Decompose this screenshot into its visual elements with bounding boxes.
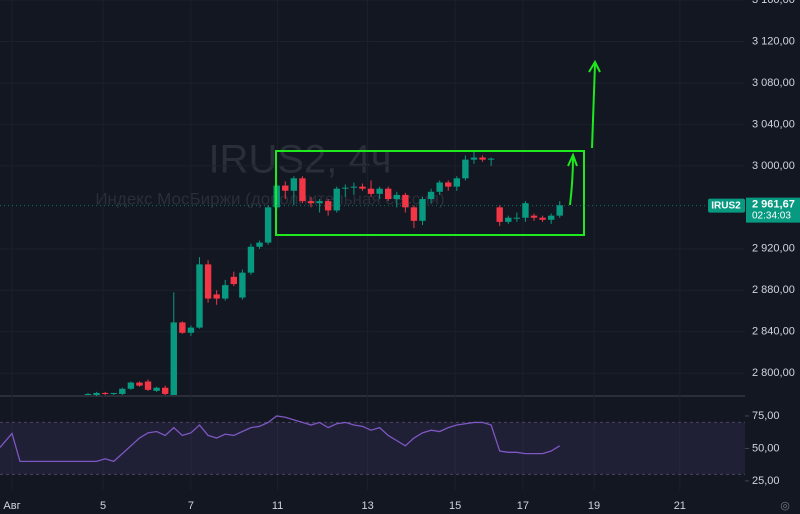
- y-tick-label: 2 880,00: [752, 284, 795, 296]
- candle-body: [419, 199, 426, 221]
- candle-body: [101, 392, 109, 394]
- candle-body: [513, 217, 521, 219]
- rsi-lead: [0, 432, 89, 463]
- candle-body: [505, 217, 512, 222]
- x-tick-label: 21: [674, 500, 686, 512]
- candle-body: [367, 188, 375, 194]
- candle-body: [196, 264, 203, 328]
- candle-body: [187, 327, 195, 333]
- countdown-label: 02:34:03: [752, 210, 791, 221]
- candle-body: [539, 217, 546, 220]
- candle-body: [127, 382, 135, 389]
- price-tag: [746, 197, 800, 223]
- candle-body: [479, 157, 486, 160]
- y-tick-label: 2 920,00: [752, 243, 795, 255]
- candle-body: [144, 381, 152, 390]
- candle-body: [547, 215, 555, 220]
- arrow-head: [567, 152, 578, 167]
- symbol-tag: [708, 198, 745, 213]
- candle-body: [427, 191, 435, 200]
- y-tick-label: 3 080,00: [752, 77, 795, 89]
- candle-body: [376, 188, 383, 194]
- x-tick-label: 11: [272, 500, 283, 512]
- candle-body: [384, 188, 392, 200]
- candle-body: [307, 201, 315, 204]
- candle-body: [153, 387, 160, 391]
- candle-body: [204, 264, 212, 299]
- candle-body: [445, 182, 452, 187]
- candle-body: [462, 159, 469, 179]
- candle-body: [342, 187, 349, 189]
- x-tick-label: 5: [100, 500, 106, 512]
- candle-body: [487, 158, 495, 160]
- candle-body: [453, 178, 461, 187]
- candle-body: [470, 157, 478, 160]
- rsi-tick-label: 25,00: [752, 475, 780, 487]
- symbol-label: IRUS2: [711, 200, 741, 211]
- x-tick-label: 17: [517, 500, 529, 512]
- arrow-short: [569, 156, 574, 206]
- y-tick-label: 3 160,00: [752, 0, 795, 6]
- candle-body: [290, 178, 298, 191]
- y-tick-label: 3 000,00: [752, 160, 795, 172]
- candle-body: [110, 392, 117, 394]
- settings-icon[interactable]: ◎: [780, 500, 790, 512]
- rsi-tick-label: 75,00: [752, 410, 780, 422]
- candle-body: [213, 294, 220, 299]
- candle-body: [522, 203, 529, 218]
- candle-body: [247, 246, 255, 273]
- rsi-line: [88, 415, 561, 463]
- candle-body: [161, 387, 169, 394]
- rsi-band: [0, 422, 745, 475]
- candle-body: [410, 207, 418, 221]
- arrow-head: [588, 59, 601, 73]
- candle-body: [239, 272, 246, 298]
- candle-body: [299, 178, 306, 202]
- candle-body: [264, 207, 272, 243]
- candle-body: [350, 186, 358, 188]
- candle-body: [230, 276, 238, 285]
- candle-body: [170, 322, 177, 395]
- candle-body: [393, 194, 400, 200]
- candle-body: [282, 185, 289, 191]
- candle-body: [333, 188, 340, 211]
- x-tick-label: 19: [588, 500, 600, 512]
- watermark-title: IRUS2, 4ч: [208, 138, 391, 182]
- rsi-tick-label: 50,00: [752, 442, 780, 454]
- arrow-long: [591, 63, 596, 149]
- candle-body: [530, 215, 538, 218]
- candle-body: [222, 285, 229, 299]
- candle-body: [179, 322, 186, 333]
- candle-body: [136, 382, 143, 386]
- y-tick-label: 3 120,00: [752, 35, 795, 47]
- x-tick-label: Авг: [3, 500, 20, 512]
- candle-body: [316, 201, 323, 204]
- y-tick-label: 3 040,00: [752, 118, 795, 130]
- watermark-subtitle: Индекс МосБиржи (дополнительная сессия): [95, 189, 444, 208]
- candle-body: [256, 242, 263, 247]
- candle-body: [402, 194, 409, 208]
- plot: [0, 151, 749, 482]
- y-tick-label: 2 840,00: [752, 326, 795, 338]
- range-box: [275, 150, 585, 236]
- x-tick-label: 7: [188, 500, 194, 512]
- candle-body: [359, 186, 366, 189]
- x-tick-label: 13: [361, 500, 373, 512]
- arrows: [567, 59, 601, 206]
- candle-body: [93, 392, 100, 395]
- x-tick-label: 15: [449, 500, 461, 512]
- candle-body: [119, 388, 126, 394]
- candle-body: [84, 393, 92, 395]
- candle-body: [436, 182, 443, 192]
- price-label: 2 961,67: [752, 199, 795, 211]
- y-tick-label: 2 800,00: [752, 367, 795, 379]
- candle-body: [496, 207, 503, 222]
- candle-body: [556, 205, 563, 216]
